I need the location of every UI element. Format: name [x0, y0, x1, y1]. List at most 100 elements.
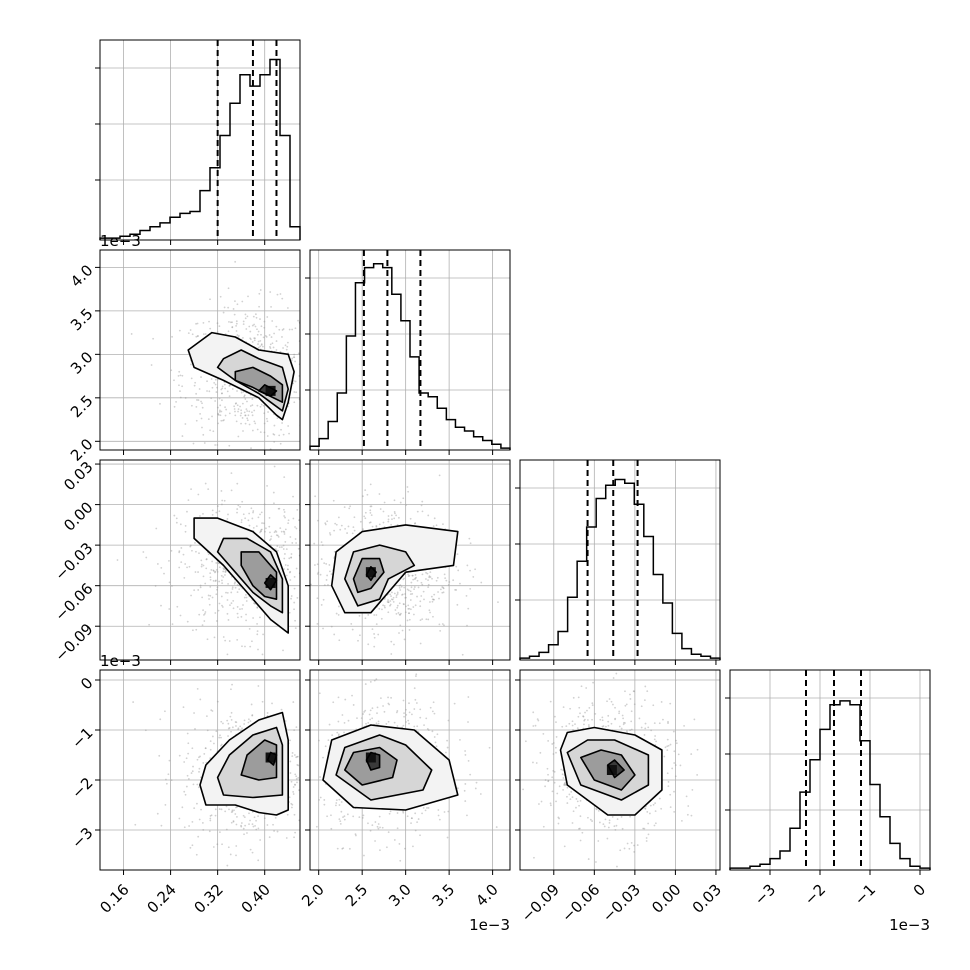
- sample-point: [390, 598, 393, 601]
- sample-point: [566, 786, 569, 789]
- sample-point: [388, 703, 391, 706]
- sample-point: [534, 724, 537, 727]
- sample-point: [281, 422, 284, 424]
- sample-point: [224, 414, 227, 417]
- sample-point: [275, 349, 278, 351]
- contour-line: [240, 551, 278, 601]
- sample-point: [234, 586, 237, 589]
- sample-point: [464, 783, 467, 785]
- sample-point: [179, 614, 182, 617]
- sample-point: [200, 376, 202, 378]
- sample-point: [275, 340, 278, 342]
- sample-point: [259, 345, 262, 348]
- contour-line: [216, 349, 290, 412]
- sample-point: [592, 681, 594, 684]
- sample-point: [294, 538, 297, 540]
- sample-point: [644, 807, 647, 810]
- sample-point: [236, 404, 239, 407]
- sample-point: [395, 596, 398, 599]
- sample-point: [242, 323, 245, 326]
- sample-point: [195, 853, 198, 856]
- sample-point: [295, 778, 298, 780]
- sample-point: [216, 843, 219, 846]
- sample-point: [352, 815, 355, 818]
- sample-point: [293, 353, 296, 356]
- sample-point: [368, 521, 371, 524]
- sample-point: [192, 783, 195, 786]
- pair-content: [100, 250, 315, 450]
- sample-point: [607, 720, 610, 723]
- sample-point: [293, 608, 295, 611]
- y-tick-label: 3.0: [67, 348, 97, 378]
- sample-point: [287, 519, 290, 522]
- sample-point: [447, 719, 450, 722]
- sample-point: [295, 756, 298, 759]
- sample-point: [379, 826, 381, 829]
- sample-point: [245, 328, 248, 330]
- sample-point: [646, 690, 649, 693]
- sample-point: [199, 515, 201, 517]
- sample-point: [326, 815, 329, 818]
- sample-point: [185, 757, 188, 760]
- sample-point: [191, 629, 194, 632]
- sample-point: [495, 826, 498, 828]
- sample-point: [262, 345, 264, 348]
- sample-point: [251, 714, 254, 716]
- sample-point: [344, 527, 347, 530]
- sample-point: [244, 824, 247, 827]
- sample-point: [546, 767, 549, 770]
- sample-point: [410, 822, 412, 825]
- sample-point: [313, 404, 315, 406]
- sample-point: [254, 337, 256, 340]
- sample-point: [219, 295, 222, 298]
- sample-point: [344, 698, 347, 701]
- sample-point: [290, 802, 293, 805]
- sample-point: [422, 806, 425, 809]
- sample-point: [405, 721, 407, 723]
- sample-point: [235, 823, 238, 826]
- sample-point: [313, 542, 316, 545]
- sample-point: [415, 675, 417, 677]
- sample-point: [220, 392, 223, 395]
- sample-point: [612, 677, 615, 679]
- sample-point: [228, 640, 231, 642]
- sample-point: [221, 604, 223, 607]
- sample-point: [202, 433, 205, 436]
- sample-point: [257, 343, 259, 345]
- sample-point: [515, 797, 517, 799]
- sample-point: [389, 810, 392, 813]
- sample-point: [214, 612, 217, 614]
- sample-point: [549, 700, 552, 703]
- sample-point: [239, 405, 241, 408]
- sample-point: [442, 586, 445, 589]
- sample-point: [216, 322, 219, 325]
- sample-point: [285, 837, 288, 839]
- sample-point: [324, 745, 327, 748]
- sample-point: [552, 769, 555, 772]
- sample-point: [142, 551, 145, 553]
- sample-point: [591, 820, 593, 822]
- sample-point: [369, 709, 372, 712]
- sample-point: [263, 320, 266, 323]
- sample-point: [666, 749, 669, 751]
- sample-point: [647, 822, 650, 825]
- sample-point: [606, 700, 608, 703]
- sample-point: [201, 664, 203, 666]
- sample-point: [287, 522, 290, 524]
- sample-point: [293, 391, 296, 393]
- sample-point: [238, 334, 240, 337]
- sample-point: [290, 556, 293, 559]
- sample-point: [246, 400, 248, 403]
- sample-point: [273, 440, 276, 443]
- sample-point: [399, 624, 402, 627]
- sample-point: [160, 604, 162, 607]
- sample-point: [653, 824, 656, 827]
- sample-point: [565, 725, 568, 728]
- sample-point: [346, 813, 349, 816]
- sample-point: [402, 810, 404, 813]
- sample-point: [213, 742, 215, 745]
- sample-point: [294, 380, 297, 383]
- sample-point: [292, 701, 295, 703]
- sample-point: [249, 338, 252, 341]
- sample-point: [675, 742, 678, 745]
